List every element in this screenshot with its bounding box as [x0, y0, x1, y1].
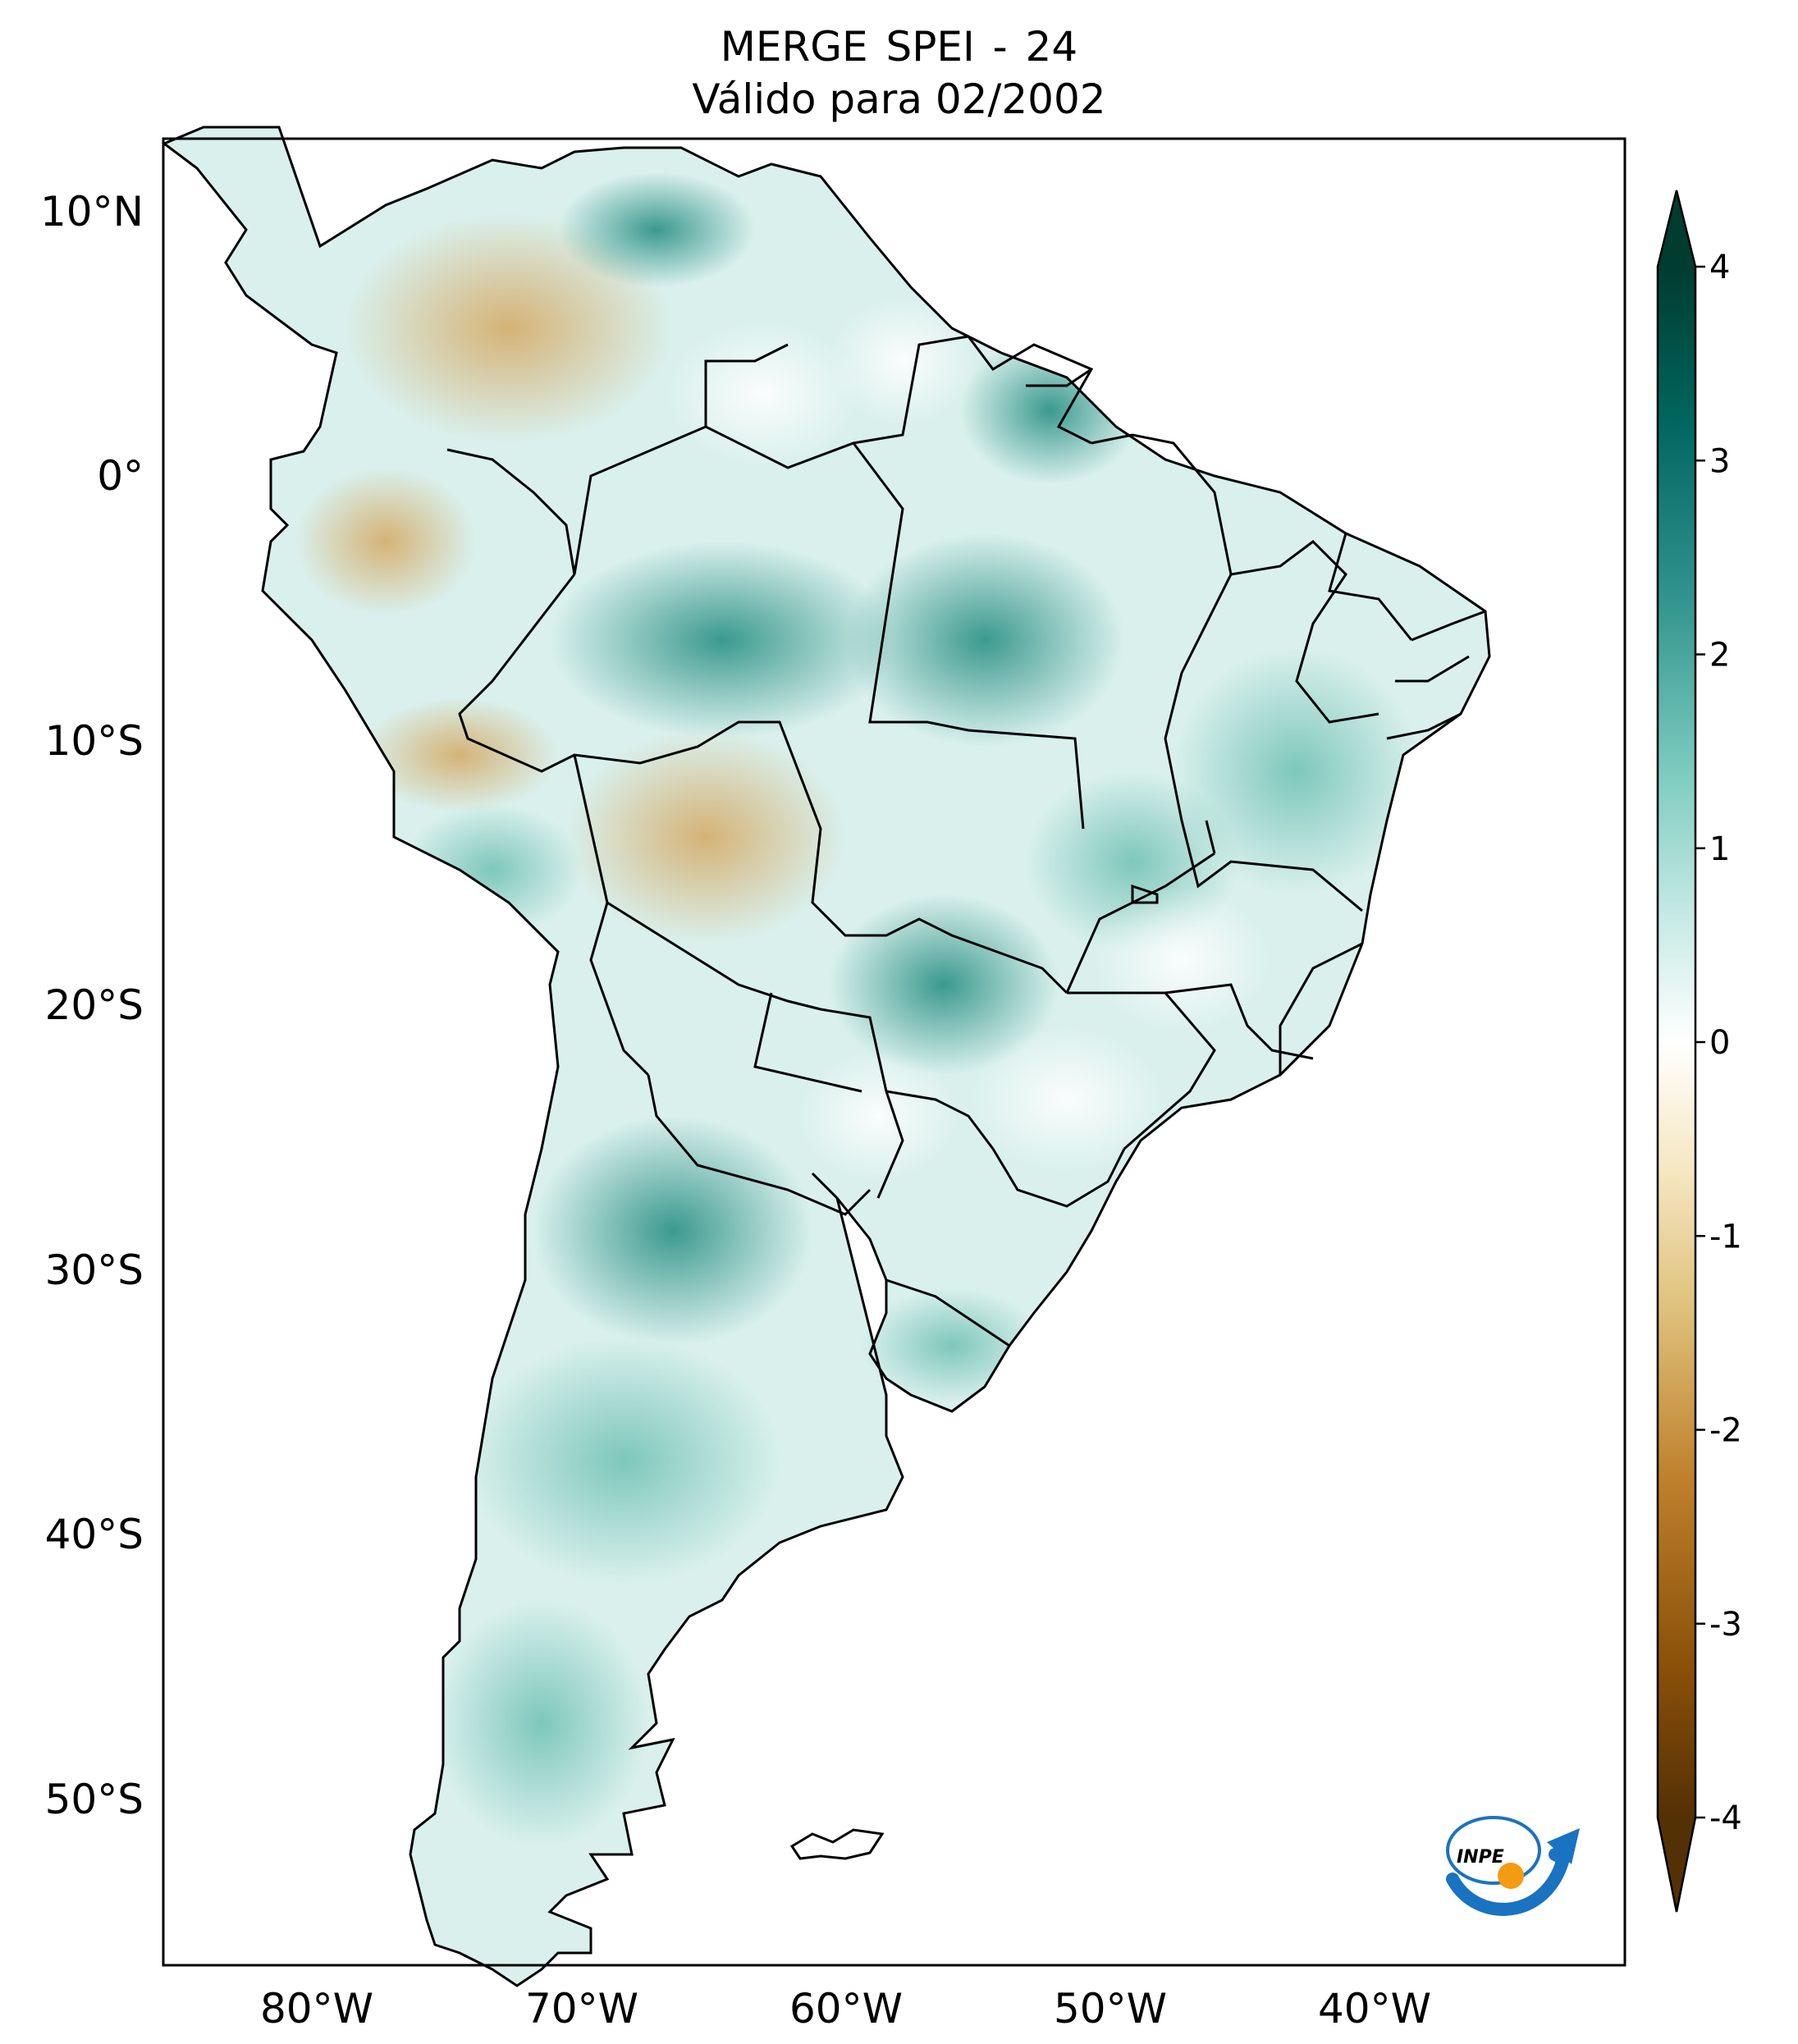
wet-region-amazonas — [550, 542, 894, 738]
lat-tick-label: 50°S — [45, 1776, 144, 1823]
lat-tick-label: 10°S — [45, 717, 144, 765]
inpe-logo-dot-icon — [1498, 1863, 1524, 1889]
colorbar-tick-label: 2 — [1709, 637, 1730, 674]
dry-region-ecuador — [295, 468, 476, 615]
wet-region-venezuela — [558, 172, 755, 287]
map-title: MERGE SPEI - 24 — [720, 23, 1078, 71]
colorbar-tick-label: -1 — [1709, 1218, 1742, 1255]
dry-region-bolivia — [566, 730, 845, 944]
lat-tick-label: 20°S — [45, 981, 144, 1029]
lon-tick-label: 50°W — [1054, 1985, 1167, 2033]
wet-region-bahia — [1174, 648, 1420, 894]
colorbar-tick-label: -2 — [1709, 1412, 1742, 1450]
lat-tick-label: 40°S — [45, 1511, 144, 1558]
neutral-region-minas — [1091, 886, 1272, 1034]
neutral-region-paraguay — [796, 1050, 960, 1182]
falkland-islands — [789, 1828, 885, 1860]
political-borders — [446, 335, 1486, 1347]
lon-tick-label: 80°W — [260, 1985, 373, 2033]
map-axes-frame — [162, 137, 1626, 1967]
wet-region-para — [845, 533, 1124, 747]
inpe-logo-arrow-icon — [1446, 1848, 1572, 1916]
lon-tick-label: 70°W — [525, 1985, 638, 2033]
colorbar — [1656, 190, 1697, 1913]
dry-region-peru — [361, 697, 558, 812]
lat-tick-label: 0° — [97, 452, 144, 500]
lon-tick-label: 60°W — [789, 1985, 903, 2033]
inpe-logo-orbit-icon — [1446, 1816, 1541, 1885]
inpe-logo-arrowhead-icon — [1547, 1828, 1580, 1864]
spei-field — [162, 126, 1491, 1987]
colorbar-tick-label: -3 — [1709, 1606, 1742, 1644]
colorbar-body — [1658, 267, 1695, 1818]
wet-region-argentina-central — [468, 1338, 780, 1584]
neutral-region-sao-paulo — [968, 1026, 1165, 1173]
map-subtitle: Válido para 02/2002 — [692, 75, 1106, 123]
colorbar-tick-label: 1 — [1709, 830, 1730, 868]
lat-tick-label: 10°N — [40, 188, 144, 235]
wet-region-argentina-north — [533, 1116, 812, 1346]
lat-tick-label: 30°S — [45, 1246, 144, 1294]
neutral-region-guianas — [829, 295, 977, 427]
inpe-logo-text: INPE — [1457, 1847, 1504, 1868]
lon-tick-label: 40°W — [1318, 1985, 1431, 2033]
colorbar-tick-label: 4 — [1709, 249, 1730, 286]
wet-region-mato-grosso-sul — [829, 894, 1059, 1075]
colorbar-tick-label: -4 — [1709, 1799, 1742, 1837]
colorbar-tick-label: 3 — [1709, 442, 1730, 480]
wet-region-patagonia — [435, 1600, 648, 1846]
colorbar-extend-min — [1658, 1818, 1695, 1912]
colorbar-extend-max — [1658, 190, 1695, 267]
inpe-logo: INPE — [1446, 1816, 1580, 1916]
colorbar-tick-label: 0 — [1709, 1024, 1730, 1062]
axis-ticks: 80°W 70°W 60°W 50°W 40°W10°N0°10°S20°S30°S40… — [40, 188, 1742, 2033]
